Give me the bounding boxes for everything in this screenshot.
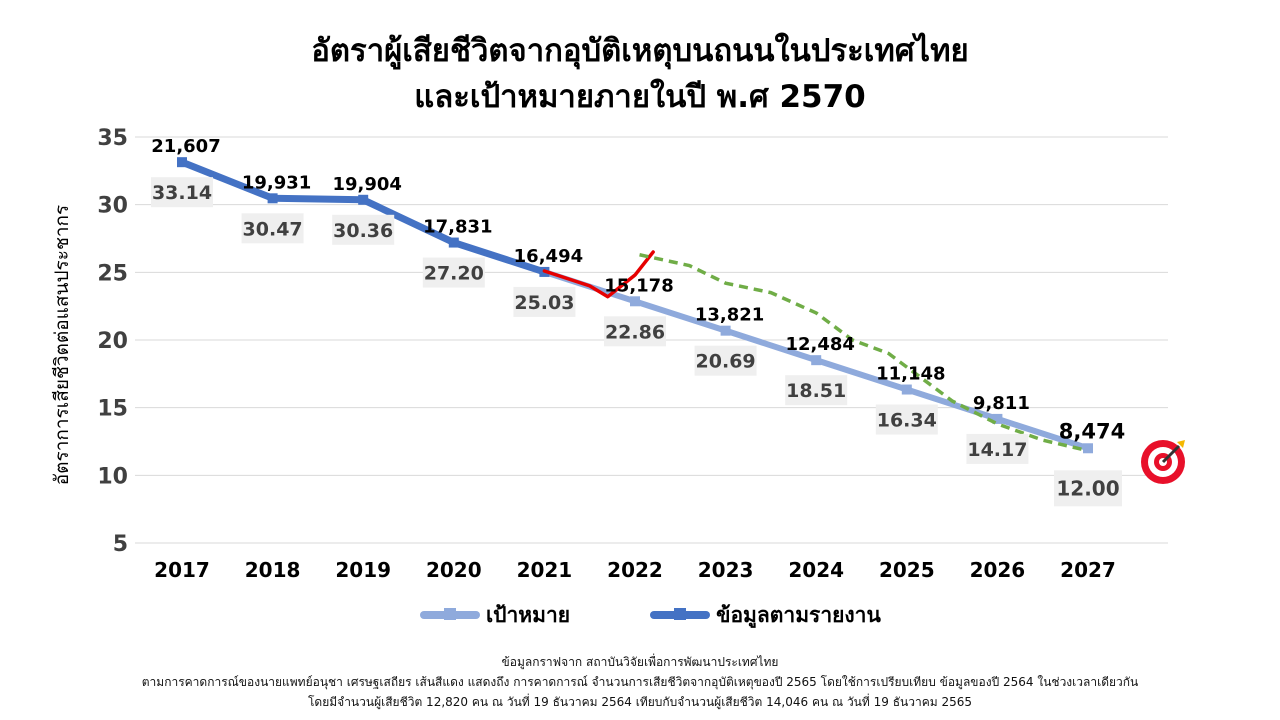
value-label-rate: 27.20	[424, 263, 484, 285]
value-label-box	[604, 316, 666, 347]
value-label-deaths: 11,148	[876, 364, 945, 385]
data-point-marker	[1083, 443, 1093, 454]
data-point-marker	[267, 193, 278, 204]
x-tick-label: 2024	[788, 558, 844, 582]
value-label-box	[513, 286, 576, 317]
value-label-box	[694, 345, 757, 376]
legend: เป้าหมาย ข้อมูลตามรายงาน	[420, 596, 1010, 634]
chart-title-line-2: และเป้าหมายภายในปี พ.ศ 2570	[414, 79, 866, 115]
y-tick-label: 25	[97, 261, 128, 286]
forecast-red-line	[542, 250, 655, 299]
data-point-marker	[177, 157, 187, 168]
data-point-marker	[358, 194, 369, 205]
chart-title-line-1: อัตราผู้เสียชีวิตจากอุบัติเหตุบนถนนในประ…	[311, 33, 969, 69]
data-point-marker	[992, 413, 1003, 424]
x-tick-label: 2019	[335, 558, 391, 582]
value-label-rate: 12.00	[1056, 476, 1119, 500]
y-tick-label: 35	[97, 126, 128, 151]
legend-line-reported	[650, 608, 711, 620]
value-label-deaths: 9,811	[973, 393, 1030, 414]
value-label-deaths: 16,494	[514, 246, 583, 267]
target-dart-fletch	[1177, 440, 1185, 448]
data-point-marker	[720, 325, 731, 336]
source-note-line-1: ข้อมูลกราฟจาก สถาบันวิจัยเพื่อการพัฒนาปร…	[501, 655, 779, 669]
x-tick-label: 2027	[1060, 558, 1116, 582]
x-tick-label: 2026	[970, 558, 1026, 582]
value-label-rate: 30.36	[333, 220, 393, 242]
value-label-box	[785, 375, 848, 406]
data-point-marker	[630, 296, 640, 307]
x-tick-label: 2021	[517, 558, 573, 582]
legend-item-reported: ข้อมูลตามรายงาน	[650, 599, 881, 632]
value-label-rate: 33.14	[152, 182, 212, 204]
y-tick-label: 30	[97, 194, 128, 219]
value-label-rate: 14.17	[967, 439, 1027, 461]
data-point-marker	[811, 355, 822, 366]
legend-line-target	[420, 608, 480, 620]
legend-marker-target	[444, 608, 456, 620]
source-note-line-3: โดยมีจำนวนผู้เสียชีวิต 12,820 คน ณ วันที…	[307, 695, 972, 709]
value-label-rate: 30.47	[243, 218, 303, 240]
chart-title: อัตราผู้เสียชีวิตจากอุบัติเหตุบนถนนในประ…	[0, 28, 1280, 120]
value-label-deaths: 13,821	[695, 305, 764, 326]
value-label-deaths: 19,904	[332, 174, 401, 195]
value-label-deaths: 19,931	[242, 172, 311, 193]
source-note: ข้อมูลกราฟจาก สถาบันวิจัยเพื่อการพัฒนาปร…	[30, 652, 1250, 712]
value-label-deaths: 17,831	[423, 217, 492, 238]
value-label-rate: 16.34	[877, 410, 937, 432]
value-label-box	[1054, 470, 1122, 507]
legend-marker-reported	[674, 608, 687, 620]
value-label-box	[151, 177, 213, 208]
value-label-rate: 20.69	[696, 351, 756, 373]
value-label-box	[241, 213, 304, 244]
value-label-box	[966, 433, 1029, 464]
legend-label-target: เป้าหมาย	[486, 602, 571, 627]
value-label-deaths: 21,607	[151, 136, 220, 157]
data-point-marker	[901, 384, 912, 395]
y-axis-title: อัตราการเสียชีวิตต่อแสนประชากร	[47, 200, 77, 490]
x-tick-label: 2023	[698, 558, 754, 582]
value-label-rate: 25.03	[514, 292, 574, 314]
x-tick-label: 2017	[154, 558, 210, 582]
legend-item-target: เป้าหมาย	[420, 599, 570, 632]
x-tick-label: 2020	[426, 558, 482, 582]
data-point-marker	[448, 237, 459, 248]
x-tick-label: 2025	[879, 558, 935, 582]
value-label-box	[422, 257, 485, 288]
value-label-deaths: 8,474	[1059, 419, 1125, 443]
target-dart	[1161, 444, 1181, 464]
x-tick-label: 2018	[245, 558, 301, 582]
y-tick-label: 5	[113, 532, 128, 557]
value-label-box	[875, 404, 938, 435]
value-label-rate: 18.51	[786, 380, 846, 402]
value-label-rate: 22.86	[605, 321, 665, 343]
y-tick-label: 15	[97, 397, 128, 422]
source-note-line-2: ตามการคาดการณ์ของนายแพทย์อนุชา เศรษฐเสถี…	[141, 675, 1139, 689]
y-tick-label: 10	[97, 464, 128, 489]
value-label-deaths: 12,484	[785, 334, 854, 355]
value-label-box	[332, 214, 395, 245]
y-tick-label: 20	[97, 329, 128, 354]
value-label-deaths: 15,178	[604, 275, 673, 296]
x-axis-band	[145, 548, 1170, 594]
x-tick-label: 2022	[607, 558, 663, 582]
legend-label-reported: ข้อมูลตามรายงาน	[716, 602, 881, 627]
forecast-dashed-line	[639, 253, 1084, 452]
